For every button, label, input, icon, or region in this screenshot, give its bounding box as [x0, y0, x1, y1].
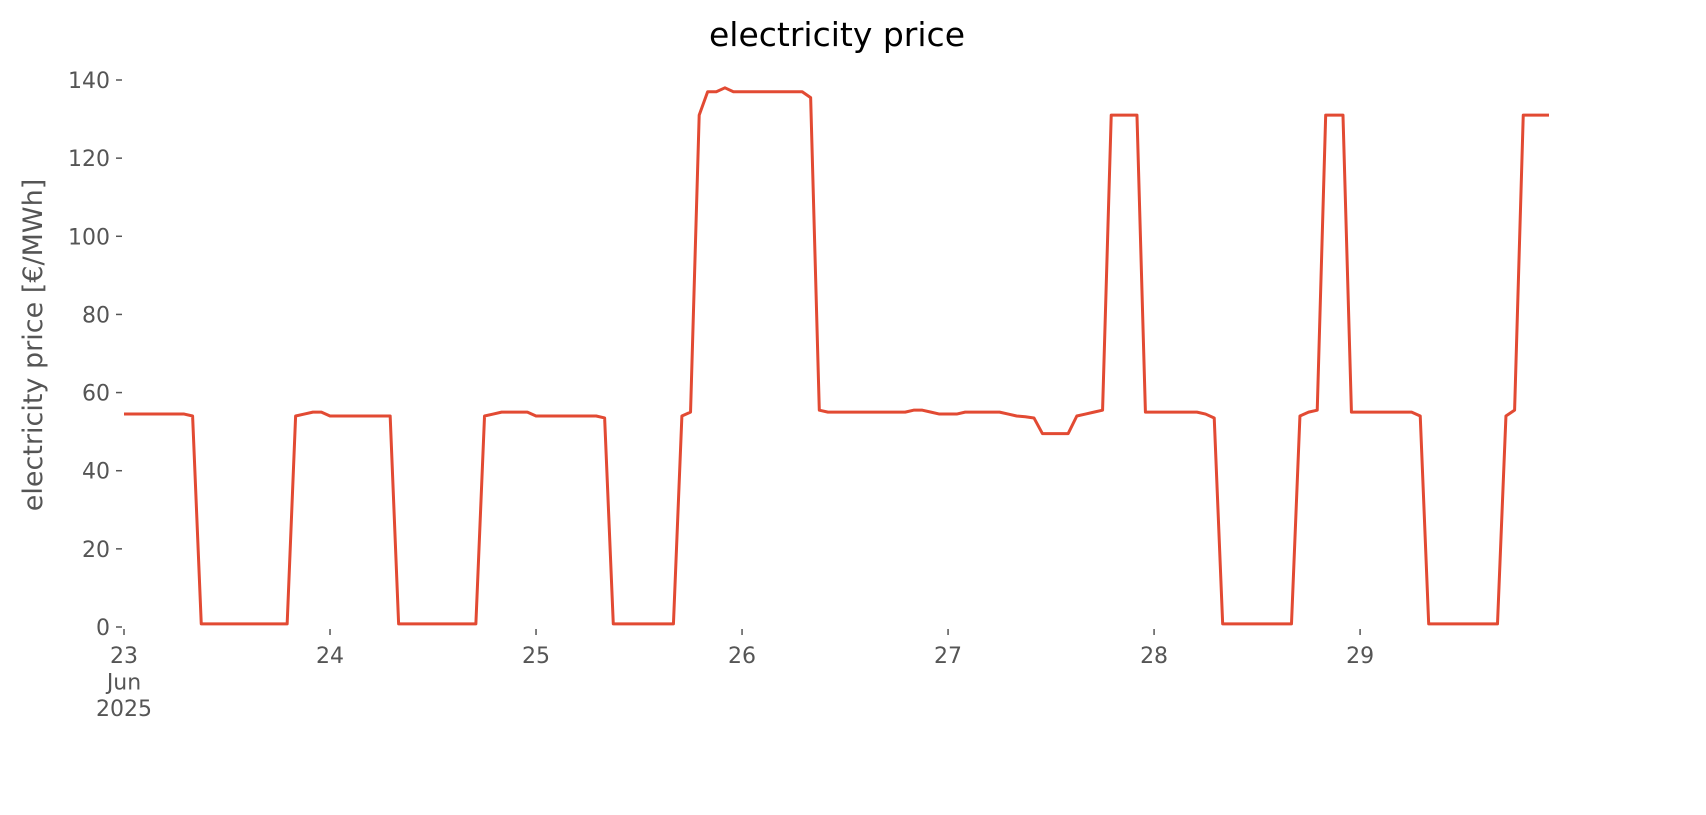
y-tick-label: 120 [68, 147, 110, 172]
y-axis-label: electricity price [€/MWh] [18, 179, 49, 511]
x-tick-label: 29 [1346, 644, 1374, 669]
y-tick-label: 60 [82, 382, 110, 407]
chart-title: electricity price [709, 15, 965, 54]
y-tick-label: 0 [96, 616, 110, 641]
y-tick-label: 100 [68, 225, 110, 250]
y-tick-label: 40 [82, 460, 110, 485]
price-line [124, 86, 1549, 626]
x-tick-label: 25 [522, 644, 550, 669]
x-tick-label: 27 [934, 644, 962, 669]
y-tick-label: 140 [68, 69, 110, 94]
x-tick-label: 28 [1140, 644, 1168, 669]
x-tick-label: 24 [316, 644, 344, 669]
y-tick-label: 20 [82, 538, 110, 563]
y-tick-label: 80 [82, 303, 110, 328]
x-tick-label: 23 Jun 2025 [96, 644, 152, 722]
x-tick-label: 26 [728, 644, 756, 669]
